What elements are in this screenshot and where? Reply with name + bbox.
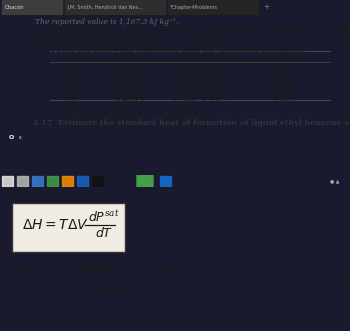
- Text: 1.244 × 10⁻³: 1.244 × 10⁻³: [172, 64, 229, 73]
- Text: Chacón: Chacón: [5, 5, 24, 10]
- Text: $RT_n$: $RT_n$: [22, 285, 45, 301]
- Text: 6.778: 6.778: [273, 72, 298, 81]
- Text: $0.930 - T_{r_n}$: $0.930 - T_{r_n}$: [93, 285, 161, 301]
- Text: The reported value is 1,167.3 kJ kg⁻¹.: The reported value is 1,167.3 kJ kg⁻¹.: [35, 18, 178, 26]
- Text: 'The reported value is 1,167.3 kJ kg⁻¹.: 'The reported value is 1,167.3 kJ kg⁻¹.: [55, 109, 207, 117]
- Text: 11.62: 11.62: [273, 64, 298, 73]
- FancyBboxPatch shape: [12, 203, 125, 252]
- Bar: [2, 0, 62, 15]
- Text: 1.306 × 10⁻³: 1.306 × 10⁻³: [172, 96, 229, 105]
- Text: $dT$: $dT$: [95, 226, 113, 240]
- Text: ● ▲: ● ▲: [330, 179, 340, 184]
- Text: 300: 300: [62, 80, 78, 89]
- Text: *Chapter4Problems: *Chapter4Problems: [170, 5, 218, 10]
- Text: J.M. Smith, Hendrick Van Nes...: J.M. Smith, Hendrick Van Nes...: [67, 5, 143, 10]
- Bar: [92, 176, 103, 186]
- Bar: [17, 176, 28, 186]
- Text: 4.12: 4.12: [12, 193, 35, 202]
- Text: (b)  From the following handbook data for saturated methanol:: (b) From the following handbook data for…: [33, 45, 305, 54]
- Text: $\Delta H_n$: $\Delta H_n$: [20, 261, 45, 277]
- Bar: [65, 0, 165, 15]
- Text: 1.259 × 10⁻³: 1.259 × 10⁻³: [172, 72, 229, 81]
- Text: 0.0621: 0.0621: [115, 64, 145, 73]
- Text: 4.16  Calculate the latent heat of vaporization of methanol at 300 K: 4.16 Calculate the latent heat of vapori…: [33, 27, 350, 36]
- Text: 290: 290: [62, 72, 78, 81]
- Bar: [2, 176, 13, 186]
- Text: O: O: [8, 135, 14, 140]
- Text: (a)  By Eqs. (4.12) and (4.13).  Tₙ = 337.8 K.: (a) By Eqs. (4.12) and (4.13). Tₙ = 337.…: [33, 36, 227, 45]
- Text: $1.092(\ln P_c - 1.013)$: $1.092(\ln P_c - 1.013)$: [65, 261, 189, 277]
- Bar: [62, 176, 73, 186]
- Text: s: s: [19, 135, 21, 140]
- Text: $\Delta H = T\Delta V$: $\Delta H = T\Delta V$: [22, 218, 89, 232]
- Text: 0.1094: 0.1094: [115, 72, 145, 81]
- Text: V'/m³ kg⁻¹: V'/m³ kg⁻¹: [178, 53, 222, 62]
- Bar: [32, 176, 43, 186]
- Text: 0.4817: 0.4817: [115, 96, 145, 105]
- Text: 4.17  Estimate the standard heat of formation of liquid ethyl benzene at 2: 4.17 Estimate the standard heat of forma…: [33, 119, 350, 127]
- Bar: [77, 176, 88, 186]
- Text: 1.274 × 10⁻³: 1.274 × 10⁻³: [172, 80, 229, 89]
- Text: 1.290 × 10⁻³: 1.290 × 10⁻³: [172, 88, 229, 97]
- Bar: [168, 0, 258, 15]
- Text: 320: 320: [62, 96, 78, 105]
- Text: $dP^{\mathregular{sat}}$: $dP^{\mathregular{sat}}$: [88, 209, 120, 225]
- Text: 1.661: 1.661: [273, 96, 298, 105]
- Text: 310: 310: [62, 88, 78, 97]
- Bar: [47, 176, 58, 186]
- Text: $(\ $: $(\ $: [340, 273, 346, 289]
- Text: 4.095: 4.095: [273, 80, 298, 89]
- Text: T/K: T/K: [62, 53, 78, 62]
- Text: 0.3043: 0.3043: [115, 88, 145, 97]
- Text: 280: 280: [62, 64, 78, 73]
- Bar: [160, 176, 171, 186]
- Circle shape: [137, 88, 153, 274]
- Text: +: +: [263, 4, 269, 11]
- Text: 2.566: 2.566: [273, 88, 298, 97]
- Text: P/bar: P/bar: [118, 53, 142, 62]
- Text: $=$: $=$: [57, 273, 73, 289]
- Text: 0.1860: 0.1860: [115, 80, 145, 89]
- Text: Vᵛ/m³ kg⁻¹: Vᵛ/m³ kg⁻¹: [262, 53, 308, 62]
